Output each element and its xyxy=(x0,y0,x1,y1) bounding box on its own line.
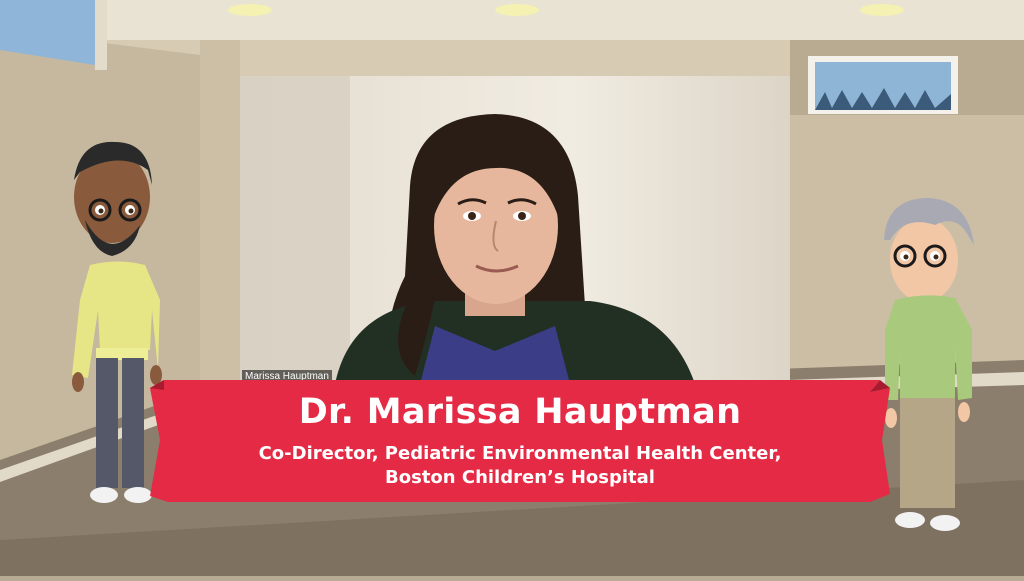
ceiling-light-right xyxy=(860,4,904,16)
character-left-man xyxy=(72,141,162,503)
speaker-title-line-2: Boston Children’s Hospital xyxy=(385,467,655,488)
banner-ribbon-shape xyxy=(150,380,890,502)
video-call-frame: Marissa Hauptman xyxy=(240,76,790,384)
speaker-name: Dr. Marissa Hauptman xyxy=(298,392,742,432)
participant-name-label: Marissa Hauptman xyxy=(242,370,332,383)
character-right-older-man xyxy=(884,198,974,531)
window-left xyxy=(0,0,95,65)
speaker-title: Co-Director, Pediatric Environmental Hea… xyxy=(150,442,890,490)
video-feed-speaker xyxy=(240,76,790,384)
ceiling-light-left xyxy=(228,4,272,16)
lower-third-banner: Dr. Marissa Hauptman Co-Director, Pediat… xyxy=(150,380,890,502)
speaker-title-line-1: Co-Director, Pediatric Environmental Hea… xyxy=(258,443,782,464)
ceiling-light-center xyxy=(495,4,539,16)
